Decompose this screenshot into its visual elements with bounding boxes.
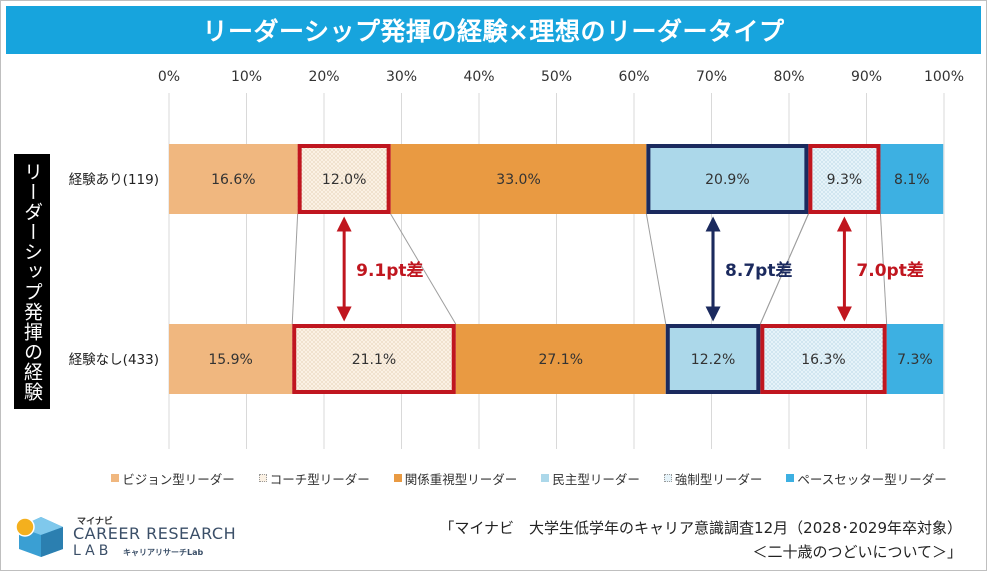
bar-pacesetter [880, 144, 944, 214]
legend-swatch [786, 474, 795, 482]
data-label: 15.9% [208, 352, 252, 368]
x-tick-label: 90% [851, 69, 882, 85]
chart-title: リーダーシップ発揮の経験×理想のリーダータイプ [202, 17, 785, 46]
logo-line1: CAREER RESEARCH [73, 524, 237, 543]
bar-democratic [646, 144, 809, 214]
x-tick-label: 60% [618, 69, 649, 85]
source-line1: 「マイナビ 大学生低学年のキャリア意識調査12月（2028･2029年卒対象） [439, 519, 962, 537]
highlight-box-coach [297, 144, 391, 214]
highlight-box-coach [292, 324, 456, 394]
bar-coach [297, 144, 391, 214]
cube-icon [15, 517, 63, 557]
data-label: 9.3% [827, 172, 863, 188]
logo-sub: キャリアリサーチLab [123, 548, 204, 557]
data-label: 12.0% [322, 172, 366, 188]
highlight-box-coercive [760, 324, 887, 394]
x-tick-label: 30% [386, 69, 417, 85]
legend-swatch [663, 474, 672, 482]
legend-item-pacesetter: ペースセッター型リーダー [786, 469, 947, 488]
legend-swatch [111, 474, 120, 482]
x-tick-label: 10% [231, 69, 262, 85]
data-label: 16.3% [801, 352, 845, 368]
bar-coach [292, 324, 456, 394]
highlight-box-democratic [646, 144, 809, 214]
legend-swatch [541, 474, 550, 482]
bar-democratic [665, 324, 761, 394]
data-label: 27.1% [539, 352, 583, 368]
data-label: 12.2% [691, 352, 735, 368]
title-bar: リーダーシップ発揮の経験×理想のリーダータイプ [6, 6, 981, 54]
difference-label: 8.7pt差 [725, 260, 792, 281]
bar-coercive [808, 144, 881, 214]
legend-item-coercive: 強制型リーダー [663, 469, 763, 488]
x-tick-label: 100% [924, 69, 964, 85]
x-tick-label: 50% [541, 69, 572, 85]
legend-label: 強制型リーダー [674, 471, 763, 487]
connector-line [759, 213, 809, 325]
difference-label: 9.1pt差 [356, 260, 423, 281]
data-label: 20.9% [705, 172, 749, 188]
category-label: 経験なし(433) [69, 352, 159, 368]
legend-item-democratic: 民主型リーダー [541, 469, 640, 488]
legend-label: 民主型リーダー [552, 471, 640, 487]
x-tick-label: 0% [158, 69, 180, 85]
bar-pacesetter [886, 324, 944, 394]
y-axis-title: リーダーシップ発揮の経験 [14, 154, 50, 409]
highlight-box-coercive [808, 144, 881, 214]
legend-swatch [393, 474, 402, 482]
legend-swatch [258, 474, 267, 482]
highlight-box-democratic [665, 324, 761, 394]
data-label: 33.0% [496, 172, 540, 188]
bar-vision [169, 324, 293, 394]
legend-item-vision: ビジョン型リーダー [111, 469, 235, 488]
connector-line [645, 213, 667, 325]
legend: ビジョン型リーダー コーチ型リーダー 関係重視型リーダー 民主型リーダー 強制型リーダー… [109, 469, 949, 487]
category-label: 経験あり(119) [69, 172, 159, 188]
legend-item-relation: 関係重視型リーダー [393, 469, 518, 488]
logo-brand: マイナビ [77, 517, 113, 527]
x-tick-label: 70% [696, 69, 727, 85]
data-label: 16.6% [211, 172, 255, 188]
career-research-lab-logo: マイナビ CAREER RESEARCH LAB キャリアリサーチLab [13, 513, 237, 561]
bar-coercive [760, 324, 887, 394]
connector-line [291, 213, 299, 325]
data-label: 21.1% [352, 352, 396, 368]
logo-line2: LAB [73, 543, 113, 559]
bar-relation [390, 144, 647, 214]
legend-label: 関係重視型リーダー [404, 471, 518, 487]
source-line2: ＜二十歳のつどいについて＞」 [752, 543, 962, 561]
data-label: 7.3% [897, 352, 933, 368]
x-tick-label: 80% [773, 69, 804, 85]
bar-relation [455, 324, 666, 394]
data-label: 8.1% [894, 172, 930, 188]
legend-label: ペースセッター型リーダー [797, 471, 947, 487]
connector-line [390, 213, 457, 325]
legend-label: コーチ型リーダー [269, 471, 370, 487]
legend-item-coach: コーチ型リーダー [258, 469, 370, 488]
legend-label: ビジョン型リーダー [122, 471, 235, 487]
connector-line [879, 213, 888, 325]
difference-label: 7.0pt差 [856, 260, 923, 281]
x-tick-label: 20% [308, 69, 339, 85]
x-tick-label: 40% [463, 69, 494, 85]
bar-vision [169, 144, 298, 214]
